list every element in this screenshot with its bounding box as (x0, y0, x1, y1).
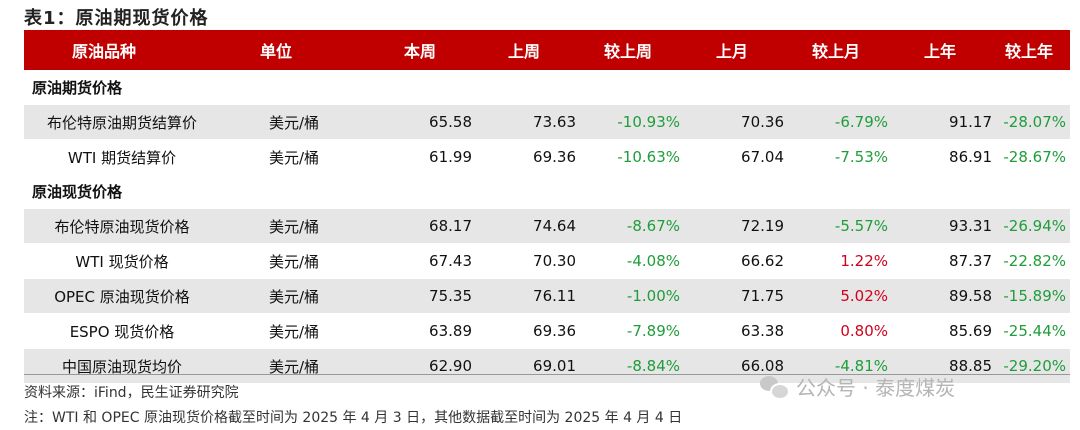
cell-yoy: -29.20% (1003, 357, 1066, 375)
header-cell: 较上年 (1004, 42, 1053, 61)
cell-name: 布伦特原油现货价格 (54, 217, 190, 236)
table-row: 布伦特原油期货结算价 美元/桶 65.58 73.63 -10.93% 70.36 -6.7… (24, 105, 1070, 139)
table-row: 布伦特原油现货价格 美元/桶 68.17 74.64 -8.67% 72.19 -5.57%… (24, 209, 1070, 243)
cell-mom: -5.57% (834, 217, 888, 235)
cell-wow: -4.08% (626, 252, 680, 270)
header-cell: 上月 (715, 42, 748, 61)
table-row: 中国原油现货均价 美元/桶 62.90 69.01 -8.84% 66.08 -4.81% 8… (24, 349, 1070, 383)
cell-this-week: 63.89 (429, 322, 472, 340)
cell-this-week: 62.90 (429, 357, 472, 375)
cell-last-month: 71.75 (741, 287, 784, 305)
wechat-icon (760, 375, 790, 400)
cell-name: ESPO 现货价格 (69, 322, 175, 341)
table-row: ESPO 现货价格 美元/桶 63.89 69.36 -7.89% 63.38 0.80% 8… (24, 314, 1070, 348)
cell-last-week: 73.63 (533, 113, 576, 131)
table-title: 表1：原油期现货价格 (24, 8, 209, 29)
cell-last-month: 70.36 (741, 113, 784, 131)
watermark: 公众号 · 泰度煤炭 (760, 372, 955, 401)
header-cell: 单位 (259, 42, 292, 61)
cell-name: WTI 现货价格 (75, 252, 169, 271)
cell-last-week: 76.11 (533, 287, 576, 305)
cell-yoy: -26.94% (1003, 217, 1066, 235)
cell-this-week: 67.43 (429, 252, 472, 270)
cell-mom: -7.53% (834, 148, 888, 166)
cell-last-year: 91.17 (949, 113, 992, 131)
cell-name: WTI 期货结算价 (67, 148, 177, 167)
cell-name: 中国原油现货均价 (61, 357, 182, 376)
cell-name: OPEC 原油现货价格 (54, 287, 190, 306)
cell-last-year: 85.69 (949, 322, 992, 340)
cell-wow: -10.63% (617, 148, 680, 166)
cell-wow: -10.93% (617, 113, 680, 131)
section-label: 原油期货价格 (32, 78, 123, 97)
source-note: 资料来源：iFind，民生证券研究院 (24, 385, 239, 401)
table-row: WTI 期货结算价 美元/桶 61.99 69.36 -10.63% 67.04 -7.53… (24, 140, 1070, 174)
cell-yoy: -15.89% (1003, 287, 1066, 305)
cell-mom: 1.22% (840, 252, 888, 270)
header-cell: 较上月 (811, 42, 860, 61)
cell-mom: -6.79% (834, 113, 888, 131)
cell-last-year: 89.58 (949, 287, 992, 305)
cell-name: 布伦特原油期货结算价 (46, 113, 197, 132)
cell-yoy: -22.82% (1003, 252, 1066, 270)
cell-last-month: 66.62 (741, 252, 784, 270)
cell-last-month: 67.04 (741, 148, 784, 166)
table-row: OPEC 原油现货价格 美元/桶 75.35 76.11 -1.00% 71.75 5.02… (24, 279, 1070, 313)
table-header: 原油品种 单位 本周 上周 较上周 上月 较上月 上年 较上年 (24, 30, 1070, 70)
price-table: 原油品种 单位 本周 上周 较上周 上月 较上月 上年 较上年 原油期货价格布伦… (24, 30, 1070, 383)
cell-last-week: 74.64 (533, 217, 576, 235)
cell-yoy: -28.67% (1003, 148, 1066, 166)
header-cell: 上周 (507, 42, 540, 61)
cell-unit: 美元/桶 (268, 148, 320, 167)
table-row: WTI 现货价格 美元/桶 67.43 70.30 -4.08% 66.62 1.22% 87… (24, 244, 1070, 278)
cell-last-year: 93.31 (949, 217, 992, 235)
cell-yoy: -28.07% (1003, 113, 1066, 131)
cell-unit: 美元/桶 (268, 322, 320, 341)
header-cell: 原油品种 (71, 42, 136, 61)
watermark-text: 公众号 · 泰度煤炭 (796, 376, 956, 400)
cell-last-year: 86.91 (949, 148, 992, 166)
header-cell: 本周 (403, 42, 436, 61)
cell-unit: 美元/桶 (268, 217, 320, 236)
cell-last-week: 69.36 (533, 322, 576, 340)
cell-last-week: 69.01 (533, 357, 576, 375)
section-row: 原油期货价格 (24, 70, 1070, 104)
cell-last-year: 87.37 (949, 252, 992, 270)
cell-this-week: 75.35 (429, 287, 472, 305)
cell-mom: 0.80% (840, 322, 888, 340)
cell-unit: 美元/桶 (268, 287, 320, 306)
cell-this-week: 68.17 (429, 217, 472, 235)
cell-last-month: 66.08 (741, 357, 784, 375)
header-cell: 上年 (923, 42, 956, 61)
cell-last-year: 88.85 (949, 357, 992, 375)
cell-wow: -8.67% (626, 217, 680, 235)
section-label: 原油现货价格 (32, 182, 123, 201)
cell-yoy: -25.44% (1003, 322, 1066, 340)
cell-unit: 美元/桶 (268, 252, 320, 271)
header-cell: 较上周 (603, 42, 652, 61)
date-note: 注：WTI 和 OPEC 原油现货价格截至时间为 2025 年 4 月 3 日，… (24, 410, 683, 426)
cell-last-week: 69.36 (533, 148, 576, 166)
cell-this-week: 61.99 (429, 148, 472, 166)
cell-this-week: 65.58 (429, 113, 472, 131)
table-body: 原油期货价格 布伦特原油期货结算价 美元/桶 65.58 73.63 -10.93% 70.… (24, 70, 1070, 383)
footer-divider (24, 374, 1070, 375)
cell-mom: -4.81% (834, 357, 888, 375)
cell-wow: -8.84% (626, 357, 680, 375)
cell-last-week: 70.30 (533, 252, 576, 270)
cell-wow: -1.00% (626, 287, 680, 305)
cell-unit: 美元/桶 (268, 357, 320, 376)
cell-mom: 5.02% (840, 287, 888, 305)
cell-wow: -7.89% (626, 322, 680, 340)
cell-last-month: 63.38 (741, 322, 784, 340)
section-row: 原油现货价格 (24, 174, 1070, 208)
cell-last-month: 72.19 (741, 217, 784, 235)
cell-unit: 美元/桶 (268, 113, 320, 132)
